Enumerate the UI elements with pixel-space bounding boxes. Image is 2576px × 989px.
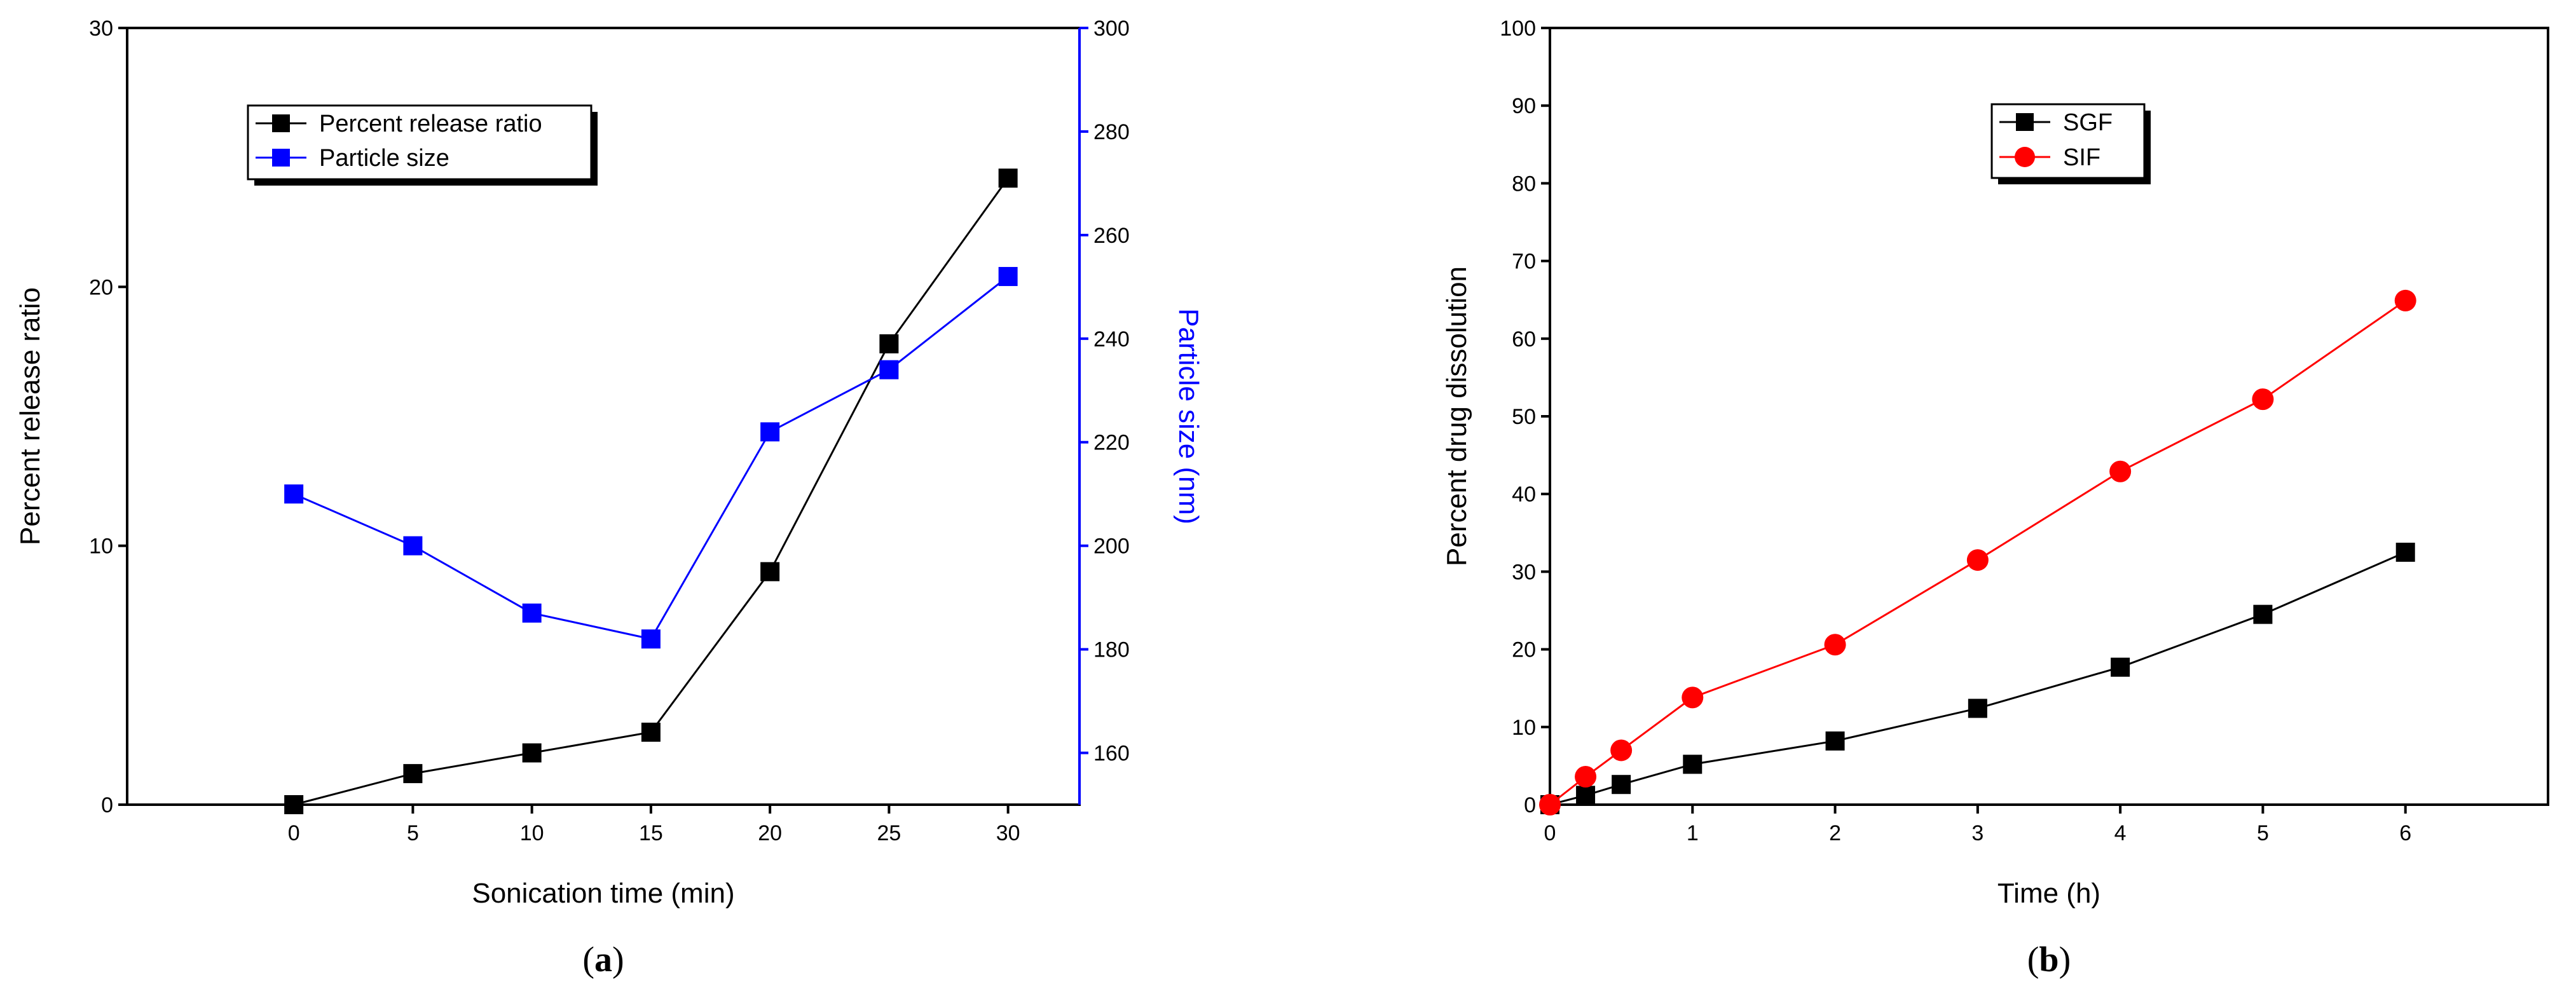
chart-a-y2tick-label: 200 [1093,535,1130,559]
chart-b-point-sgf [2253,604,2273,624]
chart-b-point-sif [2252,388,2274,411]
chart-a-y2tick-label: 260 [1093,224,1130,248]
chart-a-xtick-label: 5 [407,821,419,845]
chart-a-point-percent-release-ratio [998,168,1018,188]
chart-a-panel-letter: a [594,940,612,979]
chart-a-ytick-label: 20 [89,275,113,299]
chart-a-point-particle-size [522,603,542,623]
chart-b-ytick-label: 40 [1512,482,1536,507]
chart-a-legend-label-release: Percent release ratio [319,111,542,137]
chart-b-legend-marker-sif [2015,147,2035,167]
chart-a-y2tick-label: 280 [1093,120,1130,144]
chart-b-legend-marker-sgf [2016,113,2034,131]
chart-b-xlabel: Time (h) [1997,878,2100,909]
chart-a-point-particle-size [641,629,661,649]
chart-a-point-particle-size [403,536,423,556]
chart-b-panel-letter: b [2039,940,2059,979]
chart-a-point-particle-size [284,484,304,504]
chart-a-y2tick-label: 220 [1093,431,1130,455]
chart-b-ytick-label: 80 [1512,172,1536,196]
chart-b-ytick-label: 30 [1512,560,1536,584]
chart-b-xtick-label: 1 [1687,821,1699,845]
chart-b-point-sif [1539,794,1561,815]
chart-a-line-particle-size [293,275,1009,641]
chart-b-ytick-label: 50 [1512,405,1536,429]
chart-a-point-percent-release-ratio [879,334,899,353]
chart-a-y2tick-label: 180 [1093,638,1130,662]
chart-b-panel-label: (b) [2027,940,2071,979]
chart-a-ytick-label: 0 [101,793,113,817]
chart-a-point-percent-release-ratio [641,722,661,742]
chart-b-point-sgf [2111,657,2130,677]
chart-a-legend-box [247,104,593,181]
chart-b-ytick-label: 10 [1512,716,1536,740]
chart-b-ytick-label: 90 [1512,94,1536,118]
chart-a-xtick-label: 15 [639,821,663,845]
chart-a-legend-marker-size [272,149,290,167]
chart-b-point-sgf [1612,775,1631,795]
chart-b-point-sif [1824,634,1846,656]
chart-b-xtick-label: 4 [2114,821,2127,845]
chart-a-ylabel: Percent release ratio [15,287,46,545]
chart-a-point-particle-size [998,267,1018,287]
chart-b-xtick-label: 3 [1971,821,1983,845]
chart-a-xtick-label: 10 [520,821,544,845]
chart-a-point-percent-release-ratio [760,562,780,582]
chart-a-point-percent-release-ratio [403,764,423,784]
chart-b-line-sgf [1549,551,2406,806]
chart-a-point-percent-release-ratio [284,795,304,814]
chart-b-xtick-label: 0 [1544,821,1556,845]
chart-b-point-sgf [1968,699,1987,718]
chart-a-ytick-label: 30 [89,17,113,41]
chart-a-xlabel: Sonication time (min) [472,878,734,909]
chart-b-legend-label-sif: SIF [2063,144,2100,171]
chart-a-legend-label-size: Particle size [319,145,449,172]
chart-a-panel-label: (a) [582,940,624,979]
chart-b-ytick-label: 60 [1512,327,1536,351]
chart-b-xtick-label: 5 [2257,821,2269,845]
chart-b-point-sif [2394,289,2416,311]
chart-a-point-particle-size [879,360,899,379]
chart-b-point-sif [1682,686,1704,709]
chart-b-point-sif [1966,549,1989,571]
chart-b-legend: SGF SIF [1990,103,2151,184]
chart-a-y2label: Particle size (nm) [1173,308,1204,524]
chart-b-ytick-label: 20 [1512,638,1536,662]
chart-b-xtick-label: 2 [1829,821,1841,845]
chart-b-point-sif [1610,739,1633,761]
chart-a-xtick-label: 0 [288,821,300,845]
chart-b-point-sgf [2395,542,2415,562]
chart-a-line-percent-release-ratio [293,177,1009,806]
chart-a-legend-marker-release [272,114,290,132]
chart-b-xtick-label: 6 [2399,821,2411,845]
chart-b-point-sgf [1576,786,1596,805]
chart-b-point-sgf [1683,754,1702,774]
chart-b-point-sif [2109,460,2132,482]
chart-b-point-sgf [1825,731,1845,751]
chart-a-xtick-label: 20 [758,821,782,845]
chart-a: 0 5 10 15 20 25 30 0 10 20 30 160 180 200 220 240 260 2… [15,17,1204,979]
chart-a-xtick-label: 25 [877,821,901,845]
chart-a-y2tick-label: 160 [1093,742,1130,766]
chart-b-ytick-label: 70 [1512,250,1536,274]
chart-b-legend-label-sgf: SGF [2063,109,2113,136]
chart-b-ylabel: Percent drug dissolution [1441,266,1472,566]
chart-b-ytick-label: 0 [1524,793,1536,817]
chart-a-ytick-label: 10 [89,535,113,559]
chart-a-point-particle-size [760,422,780,442]
chart-a-legend: Percent release ratio Particle size [247,104,598,186]
chart-a-xtick-label: 30 [996,821,1020,845]
chart-a-y2tick-label: 300 [1093,17,1130,41]
chart-b-point-sif [1575,766,1597,788]
chart-b-ytick-label: 100 [1500,17,1536,41]
chart-a-point-percent-release-ratio [522,743,542,763]
chart-a-y2tick-label: 240 [1093,327,1130,351]
